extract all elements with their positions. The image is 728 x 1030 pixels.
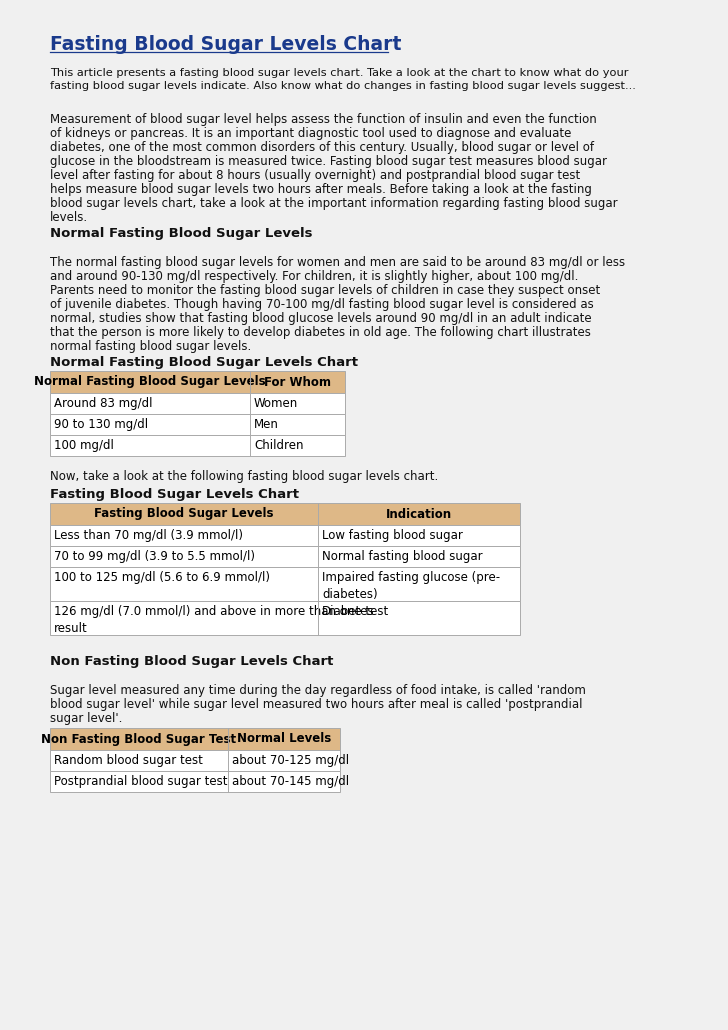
Text: Impaired fasting glucose (pre-
diabetes): Impaired fasting glucose (pre- diabetes) [322,571,500,600]
Text: levels.: levels. [50,211,88,224]
Text: Low fasting blood sugar: Low fasting blood sugar [322,529,463,542]
Text: of kidneys or pancreas. It is an important diagnostic tool used to diagnose and : of kidneys or pancreas. It is an importa… [50,127,571,140]
Text: blood sugar level' while sugar level measured two hours after meal is called 'po: blood sugar level' while sugar level mea… [50,698,582,711]
Text: Normal Fasting Blood Sugar Levels Chart: Normal Fasting Blood Sugar Levels Chart [50,356,358,369]
Text: Diabetes: Diabetes [322,605,375,618]
Bar [50,546,520,566]
Bar [50,503,520,525]
Text: Fasting Blood Sugar Levels Chart: Fasting Blood Sugar Levels Chart [50,35,401,54]
Text: This article presents a fasting blood sugar levels chart. Take a look at the cha: This article presents a fasting blood su… [50,68,628,78]
Text: Parents need to monitor the fasting blood sugar levels of children in case they : Parents need to monitor the fasting bloo… [50,284,601,297]
Text: about 70-145 mg/dl: about 70-145 mg/dl [232,775,349,788]
Bar [50,566,520,600]
Text: diabetes, one of the most common disorders of this century. Usually, blood sugar: diabetes, one of the most common disorde… [50,141,594,154]
Text: 70 to 99 mg/dl (3.9 to 5.5 mmol/l): 70 to 99 mg/dl (3.9 to 5.5 mmol/l) [54,550,255,563]
Text: normal, studies show that fasting blood glucose levels around 90 mg/dl in an adu: normal, studies show that fasting blood … [50,312,592,325]
Bar [50,525,520,546]
Text: Now, take a look at the following fasting blood sugar levels chart.: Now, take a look at the following fastin… [50,470,438,483]
Text: fasting blood sugar levels indicate. Also know what do changes in fasting blood : fasting blood sugar levels indicate. Als… [50,81,636,91]
Text: 100 mg/dl: 100 mg/dl [54,439,114,452]
Text: Non Fasting Blood Sugar Levels Chart: Non Fasting Blood Sugar Levels Chart [50,655,333,668]
Text: glucose in the bloodstream is measured twice. Fasting blood sugar test measures : glucose in the bloodstream is measured t… [50,154,607,168]
Text: helps measure blood sugar levels two hours after meals. Before taking a look at : helps measure blood sugar levels two hou… [50,183,592,196]
Text: Fasting Blood Sugar Levels: Fasting Blood Sugar Levels [94,508,274,520]
Bar [50,414,345,435]
Text: of juvenile diabetes. Though having 70-100 mg/dl fasting blood sugar level is co: of juvenile diabetes. Though having 70-1… [50,298,594,311]
Text: that the person is more likely to develop diabetes in old age. The following cha: that the person is more likely to develo… [50,327,591,339]
Text: normal fasting blood sugar levels.: normal fasting blood sugar levels. [50,340,251,353]
Text: Children: Children [254,439,304,452]
Text: Non Fasting Blood Sugar Test: Non Fasting Blood Sugar Test [41,732,237,746]
Bar [50,435,345,456]
Text: Around 83 mg/dl: Around 83 mg/dl [54,397,152,410]
Text: level after fasting for about 8 hours (usually overnight) and postprandial blood: level after fasting for about 8 hours (u… [50,169,580,182]
Text: Normal Levels: Normal Levels [237,732,331,746]
Bar [50,600,520,636]
Text: 100 to 125 mg/dl (5.6 to 6.9 mmol/l): 100 to 125 mg/dl (5.6 to 6.9 mmol/l) [54,571,270,584]
Text: sugar level'.: sugar level'. [50,712,122,725]
Text: 90 to 130 mg/dl: 90 to 130 mg/dl [54,418,148,431]
Bar [50,393,345,414]
Text: The normal fasting blood sugar levels for women and men are said to be around 83: The normal fasting blood sugar levels fo… [50,256,625,269]
Text: about 70-125 mg/dl: about 70-125 mg/dl [232,754,349,767]
Bar [50,771,340,792]
Text: Normal Fasting Blood Sugar Levels: Normal Fasting Blood Sugar Levels [34,376,266,388]
Bar [50,750,340,771]
Text: 126 mg/dl (7.0 mmol/l) and above in more than one test
result: 126 mg/dl (7.0 mmol/l) and above in more… [54,605,388,636]
Text: Postprandial blood sugar test: Postprandial blood sugar test [54,775,227,788]
Text: Measurement of blood sugar level helps assess the function of insulin and even t: Measurement of blood sugar level helps a… [50,113,597,126]
Text: Fasting Blood Sugar Levels Chart: Fasting Blood Sugar Levels Chart [50,488,299,501]
Text: Indication: Indication [386,508,452,520]
Text: Random blood sugar test: Random blood sugar test [54,754,203,767]
Text: and around 90-130 mg/dl respectively. For children, it is slightly higher, about: and around 90-130 mg/dl respectively. Fo… [50,270,578,283]
Bar [50,728,340,750]
Text: Sugar level measured any time during the day regardless of food intake, is calle: Sugar level measured any time during the… [50,684,586,697]
Text: For Whom: For Whom [264,376,331,388]
Text: Normal fasting blood sugar: Normal fasting blood sugar [322,550,483,563]
Text: Normal Fasting Blood Sugar Levels: Normal Fasting Blood Sugar Levels [50,227,312,240]
Text: blood sugar levels chart, take a look at the important information regarding fas: blood sugar levels chart, take a look at… [50,197,617,210]
Text: Women: Women [254,397,298,410]
Text: Less than 70 mg/dl (3.9 mmol/l): Less than 70 mg/dl (3.9 mmol/l) [54,529,243,542]
Text: Men: Men [254,418,279,431]
Bar [50,371,345,393]
